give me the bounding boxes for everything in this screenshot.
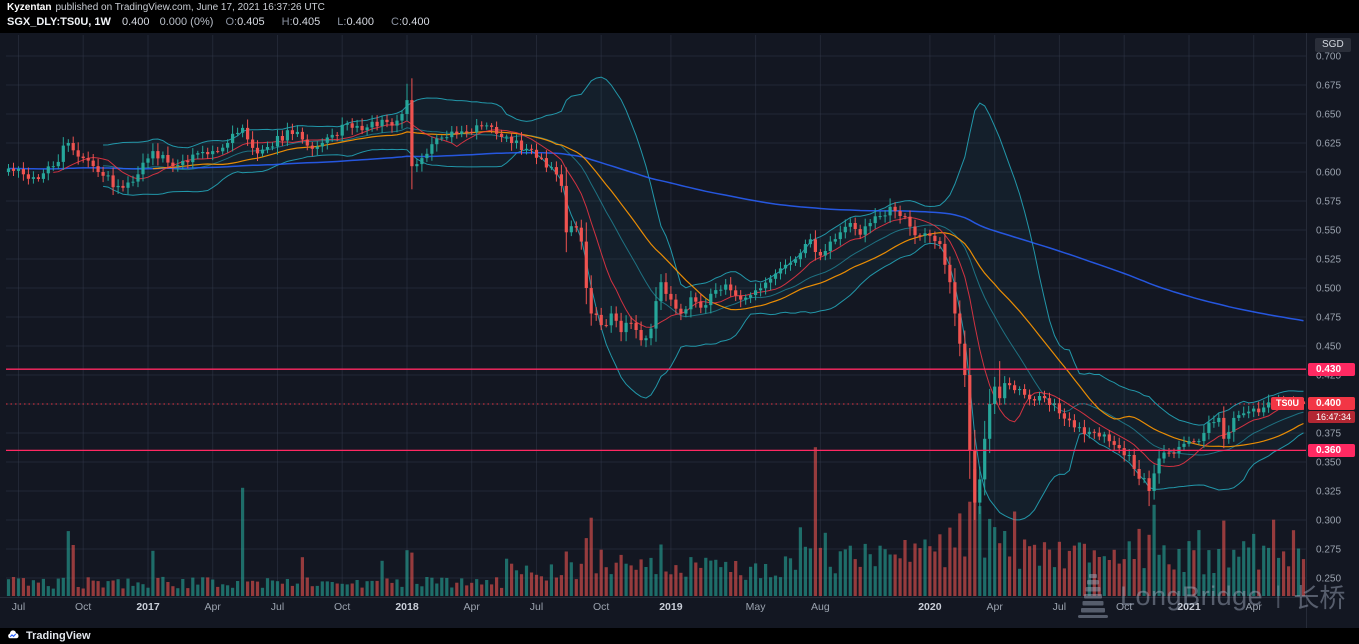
footer: TradingView: [0, 628, 1359, 644]
svg-text:0.475: 0.475: [1316, 313, 1341, 324]
svg-text:0.275: 0.275: [1316, 545, 1341, 556]
svg-text:Apr: Apr: [987, 601, 1004, 613]
publish-header: Kyzentan published on TradingView.com, Ju…: [0, 0, 1359, 33]
svg-text:0.425: 0.425: [1316, 371, 1341, 382]
bollinger-band-layer: [103, 76, 1304, 521]
svg-text:2018: 2018: [395, 601, 419, 613]
alert-price-badge-0430: 0.430: [1308, 363, 1355, 376]
price-change: 0.000 (0%): [159, 16, 214, 28]
svg-text:May: May: [746, 601, 767, 613]
symbol-name: SGX_DLY:TS0U, 1W: [7, 16, 111, 28]
svg-text:Aug: Aug: [811, 601, 830, 613]
svg-text:2021: 2021: [1177, 601, 1201, 613]
low-label: L:: [337, 16, 347, 28]
svg-text:Jul: Jul: [271, 601, 284, 613]
svg-text:2020: 2020: [918, 601, 942, 613]
price-axis[interactable]: 0.700 0.675 0.650 0.625 0.600 0.575 0.550 0.525…: [1316, 52, 1341, 585]
open-label: O:: [225, 16, 238, 28]
svg-text:Apr: Apr: [205, 601, 222, 613]
svg-text:2017: 2017: [136, 601, 160, 613]
close-value: 0.400: [402, 16, 430, 28]
svg-text:Jul: Jul: [12, 601, 25, 613]
svg-text:Apr: Apr: [464, 601, 481, 613]
currency-badge: SGD: [1315, 38, 1351, 52]
svg-text:0.675: 0.675: [1316, 81, 1341, 92]
low-value: 0.400: [346, 16, 374, 28]
svg-text:Jul: Jul: [530, 601, 543, 613]
svg-text:0.350: 0.350: [1316, 458, 1341, 469]
longbridge-watermark: LongBridge | 长桥: [1076, 572, 1345, 620]
svg-text:0.325: 0.325: [1316, 487, 1341, 498]
svg-text:Oct: Oct: [334, 601, 350, 613]
svg-text:0.450: 0.450: [1316, 342, 1341, 353]
last-price: 0.400: [121, 16, 150, 28]
publish-line: Kyzentan published on TradingView.com, Ju…: [7, 2, 325, 13]
price-lines-layer[interactable]: [6, 368, 1306, 452]
svg-text:0.625: 0.625: [1316, 139, 1341, 150]
svg-text:0.250: 0.250: [1316, 574, 1341, 585]
countdown-badge: 16:47:34: [1308, 411, 1355, 423]
alert-price-badge-0360: 0.360: [1308, 444, 1355, 457]
current-price-badge: 0.400: [1308, 397, 1355, 410]
svg-text:0.600: 0.600: [1316, 168, 1341, 179]
publish-info: published on TradingView.com, June 17, 2…: [55, 2, 325, 13]
price-line-symbol-label: TS0U: [1270, 397, 1304, 410]
publisher-name: Kyzentan: [7, 2, 52, 13]
svg-text:0.375: 0.375: [1316, 429, 1341, 440]
svg-text:0.300: 0.300: [1316, 516, 1341, 527]
volume-layer: [6, 447, 1306, 596]
svg-text:Oct: Oct: [593, 601, 609, 613]
svg-text:0.700: 0.700: [1316, 52, 1341, 63]
time-axis[interactable]: Jul Oct 2017 Apr Jul Oct 2018 Apr Jul Oct 2019 May A…: [12, 601, 1263, 613]
svg-text:2019: 2019: [659, 601, 683, 613]
candles-layer: [6, 78, 1306, 520]
svg-text:0.575: 0.575: [1316, 197, 1341, 208]
svg-text:Jul: Jul: [1053, 601, 1066, 613]
watermark-text-zh: 长桥: [1293, 582, 1346, 613]
svg-text:Apr: Apr: [1246, 601, 1263, 613]
svg-text:0.500: 0.500: [1316, 284, 1341, 295]
svg-text:0.650: 0.650: [1316, 110, 1341, 121]
svg-text:0.550: 0.550: [1316, 226, 1341, 237]
svg-text:0.525: 0.525: [1316, 255, 1341, 266]
watermark-divider: |: [1275, 582, 1282, 609]
tradingview-wordmark[interactable]: TradingView: [26, 630, 91, 642]
tradingview-logo-icon[interactable]: [6, 630, 20, 642]
close-label: C:: [391, 16, 403, 28]
lighthouse-icon: [1078, 574, 1108, 618]
high-label: H:: [281, 16, 293, 28]
high-value: 0.405: [292, 16, 321, 28]
open-value: 0.405: [237, 16, 265, 28]
moving-averages-layer: [8, 120, 1304, 468]
watermark-text-en: LongBridge: [1120, 580, 1264, 611]
svg-text:Oct: Oct: [1116, 601, 1132, 613]
symbol-ohlc-bar: SGX_DLY:TS0U, 1W 0.400 0.000 (0%) O:0.40…: [7, 16, 444, 28]
svg-text:Oct: Oct: [75, 601, 91, 613]
